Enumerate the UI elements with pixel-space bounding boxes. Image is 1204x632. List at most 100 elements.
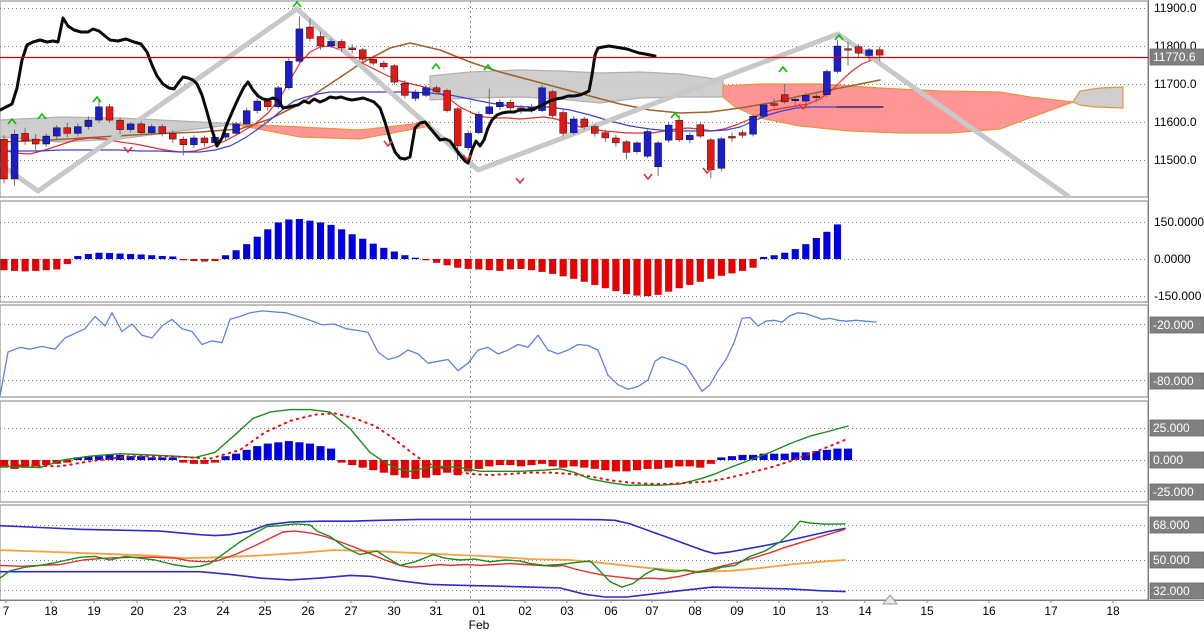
candle-body — [105, 106, 114, 121]
candle-body — [664, 124, 673, 141]
candle-body — [580, 118, 588, 127]
kijun-line — [0, 91, 838, 153]
momentum-bar — [643, 258, 652, 297]
macd-bar — [242, 449, 251, 461]
candle-body — [126, 123, 135, 130]
time-axis-label: 18 — [44, 604, 58, 618]
indicator-scale-badge: 25.000 — [1153, 421, 1190, 435]
candle-body — [643, 131, 652, 157]
candle-body — [570, 118, 578, 133]
momentum-bar — [21, 258, 29, 272]
momentum-bar — [770, 255, 778, 260]
time-axis-label: 25 — [258, 604, 272, 618]
time-axis-label: 19 — [87, 604, 101, 618]
candle-body — [0, 138, 8, 180]
momentum-bar — [496, 258, 504, 272]
overlay-black-line — [0, 16, 657, 165]
fractal-down-icon — [643, 173, 653, 181]
macd-bar — [379, 459, 388, 473]
candle-body — [169, 133, 177, 140]
candle-body — [538, 87, 546, 111]
candle-body — [390, 65, 399, 83]
momentum-bar — [380, 247, 388, 260]
candle-body — [432, 87, 441, 92]
macd-bar — [822, 449, 832, 461]
time-axis-label: 09 — [730, 604, 744, 618]
candle-body — [84, 119, 93, 127]
macd-bar — [179, 459, 188, 463]
indicator-scale-badge-bg — [1149, 372, 1204, 390]
candle-body — [728, 136, 736, 139]
macd-bar — [569, 459, 578, 467]
candle-body — [759, 104, 768, 117]
momentum-bar — [570, 258, 578, 279]
momentum-bar — [84, 253, 93, 260]
momentum-bar — [306, 220, 314, 260]
candle-body — [21, 133, 29, 142]
macd-bar — [643, 459, 652, 470]
candle-body — [875, 49, 884, 56]
momentum-bar — [242, 243, 251, 260]
candle-body — [264, 100, 272, 107]
time-axis-label: 16 — [982, 604, 996, 618]
time-axis-label: 03 — [560, 604, 574, 618]
momentum-bar — [548, 258, 557, 275]
candle-body — [591, 126, 599, 134]
momentum-bar — [158, 255, 166, 260]
macd-bar — [158, 457, 167, 461]
macd-bar — [622, 459, 631, 472]
macd-bar — [126, 456, 135, 461]
time-axis-label: 08 — [688, 604, 702, 618]
fractal-down-icon — [798, 103, 808, 111]
indicator-scale-badge: 50.000 — [1153, 553, 1190, 567]
momentum-bar — [221, 255, 230, 260]
macd-bar — [611, 459, 621, 472]
momentum-bar — [506, 258, 515, 270]
candle-body — [242, 110, 251, 125]
macd-bar — [738, 454, 747, 461]
time-axis-label: 20 — [130, 604, 144, 618]
time-axis-label: 17 — [1044, 604, 1058, 618]
candle-body — [190, 137, 198, 146]
momentum-bar — [633, 258, 641, 296]
macd-bar — [833, 448, 842, 461]
time-axis-label: 31 — [429, 604, 443, 618]
time-axis-label: 06 — [604, 604, 618, 618]
panel-macd — [0, 400, 1149, 503]
candle-body — [496, 102, 504, 107]
momentum-bar — [475, 258, 483, 270]
time-axis-label: 24 — [216, 604, 230, 618]
month-axis-label: Feb — [469, 618, 490, 632]
momentum-bar — [274, 222, 282, 260]
momentum-bar — [422, 258, 430, 261]
candle-body — [158, 126, 166, 134]
fractal-up-icon — [292, 0, 302, 8]
indicator-scale-badge-bg — [1149, 451, 1204, 469]
momentum-bar — [42, 258, 50, 271]
macd-bar — [168, 457, 178, 461]
macd-bar — [495, 459, 505, 466]
price-axis-label: 11900.0 — [1154, 1, 1197, 15]
candle-body — [42, 135, 50, 145]
indicator-scale-badge: -25.000 — [1153, 485, 1194, 499]
momentum-bar — [369, 243, 377, 260]
candle-body — [802, 95, 810, 102]
time-axis-label: 7 — [3, 604, 10, 618]
time-axis-label: 23 — [173, 604, 187, 618]
candle-body — [147, 126, 156, 133]
candle-body — [348, 47, 356, 51]
macd-bar — [210, 459, 220, 463]
momentum-bar — [812, 237, 821, 260]
candle-body — [823, 71, 831, 95]
macd-bar — [706, 459, 716, 464]
momentum-bar — [802, 243, 810, 260]
candle-body — [200, 137, 209, 144]
price-scale[interactable]: 11900.011800.011700.011600.011500.011770… — [1148, 0, 1204, 600]
candle-body — [717, 138, 726, 169]
time-axis[interactable]: 7 18 19 20 23 24 25 26 27 30 31 01 02 03 06 07 08 09 10 13 1… — [0, 594, 1204, 632]
macd-bar — [558, 459, 568, 468]
macd-bar — [252, 445, 262, 461]
candle-body — [31, 138, 40, 145]
